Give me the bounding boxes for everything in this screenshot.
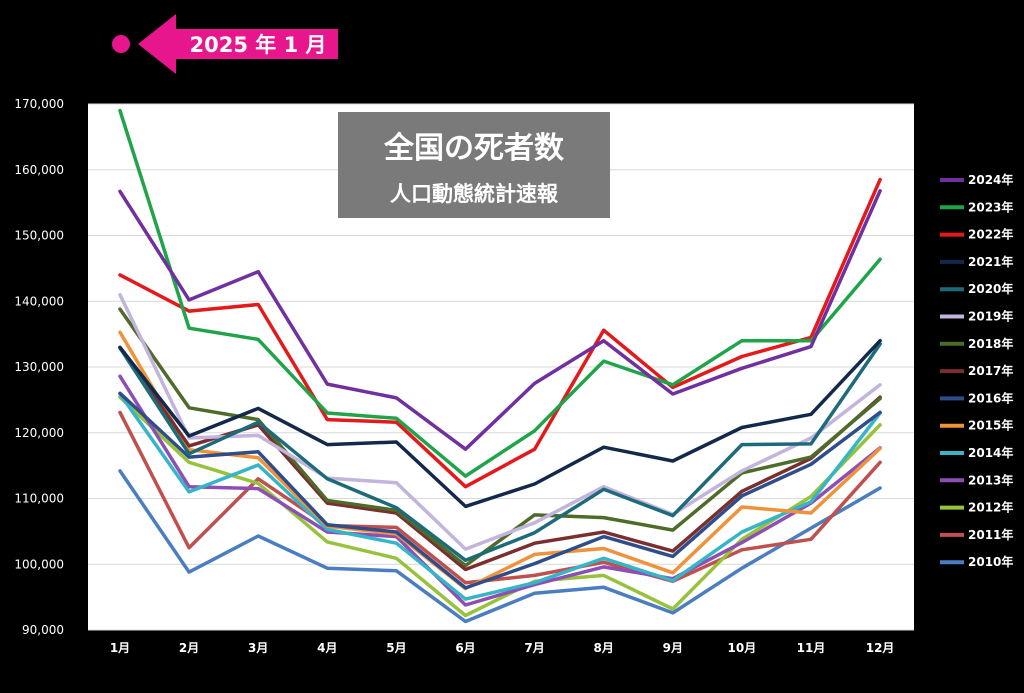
legend-label: 2013年: [968, 472, 1013, 487]
x-tick-label: 11月: [797, 641, 826, 655]
badge-label: 2025 年 1 月: [190, 33, 327, 57]
x-tick-label: 8月: [594, 641, 614, 655]
y-tick-label: 150,000: [14, 229, 64, 243]
y-axis: 90,000 100,000 110,000 120,000 130,000 140,00…: [14, 97, 64, 637]
grid: [88, 103, 914, 631]
legend-label: 2014年: [968, 445, 1013, 460]
x-tick-label: 5月: [386, 641, 406, 655]
x-tick-label: 3月: [248, 641, 268, 655]
title-box: [338, 112, 610, 218]
series-lines: [118, 108, 882, 624]
x-tick-label: 2月: [179, 641, 199, 655]
legend-label: 2022年: [968, 227, 1013, 242]
series-line: [118, 189, 882, 451]
x-tick-label: 9月: [663, 641, 683, 655]
y-tick-label: 140,000: [14, 294, 64, 308]
x-axis: 1月 2月 3月 4月 5月 6月 7月 8月 9月 10月 11月 12月: [110, 641, 895, 655]
x-tick-label: 6月: [455, 641, 475, 655]
legend-label: 2019年: [968, 309, 1013, 324]
x-tick-label: 12月: [866, 641, 895, 655]
legend-label: 2011年: [968, 527, 1013, 542]
legend-label: 2016年: [968, 390, 1013, 405]
series-line: [118, 338, 882, 509]
series-line: [118, 469, 882, 624]
x-tick-label: 4月: [317, 641, 337, 655]
x-tick-label: 1月: [110, 641, 130, 655]
legend-label: 2010年: [968, 554, 1013, 569]
legend-label: 2017年: [968, 363, 1013, 378]
series-line: [118, 330, 882, 591]
y-tick-label: 100,000: [14, 557, 64, 571]
legend-label: 2015年: [968, 418, 1013, 433]
y-tick-label: 90,000: [22, 623, 64, 637]
series-line: [118, 342, 882, 563]
x-tick-label: 10月: [728, 641, 757, 655]
series-line: [118, 307, 882, 568]
legend-label: 2020年: [968, 281, 1013, 296]
chart-subtitle: 人口動態統計速報: [390, 182, 559, 206]
series-line: [118, 395, 882, 618]
series-line: [118, 392, 882, 601]
y-tick-label: 120,000: [14, 426, 64, 440]
legend-label: 2021年: [968, 254, 1013, 269]
legend-label: 2018年: [968, 336, 1013, 351]
legend-label: 2023年: [968, 199, 1013, 214]
series-line: [118, 177, 882, 489]
badge-arrow: [138, 14, 338, 74]
series-line: [118, 391, 882, 590]
legend: 2024年 2023年 2022年 2021年 2020年 2019年 2018年 2017年…: [940, 172, 1013, 569]
chart-title: 全国の死者数: [383, 131, 565, 166]
legend-label: 2024年: [968, 172, 1013, 187]
legend-label: 2012年: [968, 500, 1013, 515]
marker-dot: [112, 35, 130, 53]
series-line: [118, 292, 882, 551]
y-tick-label: 160,000: [14, 163, 64, 177]
series-line: [118, 410, 882, 585]
series-line: [118, 374, 882, 607]
y-tick-label: 110,000: [14, 492, 64, 506]
y-tick-label: 170,000: [14, 97, 64, 111]
y-tick-label: 130,000: [14, 360, 64, 374]
x-tick-label: 7月: [524, 641, 544, 655]
series-line: [118, 108, 882, 478]
